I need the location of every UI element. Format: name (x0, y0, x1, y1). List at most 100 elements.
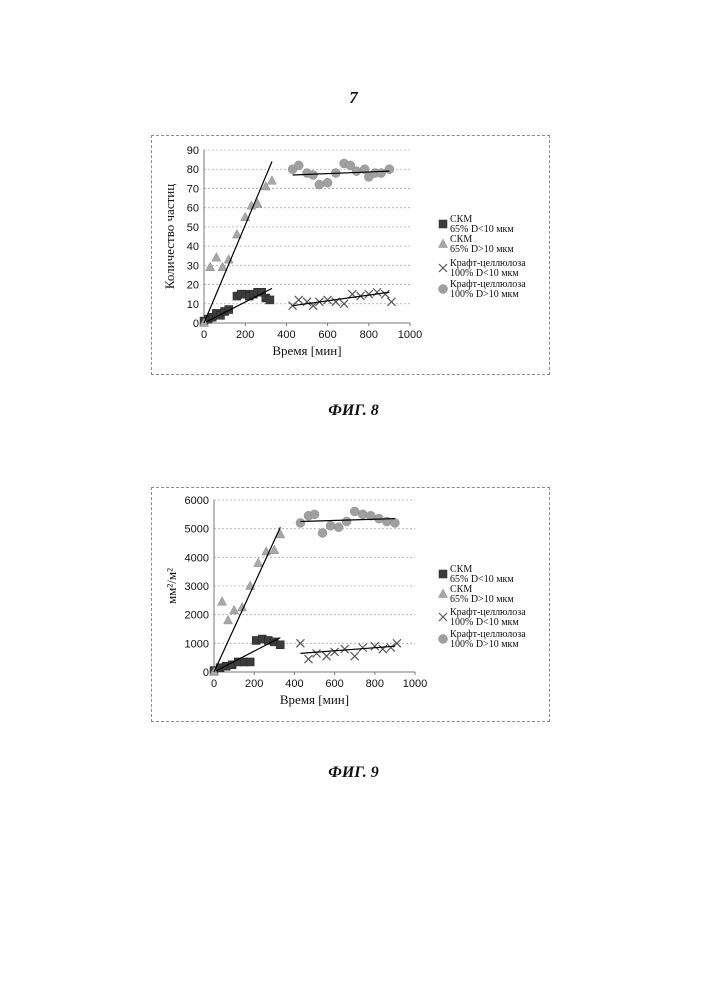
y-tick-label: 3000 (185, 581, 209, 593)
data-point (334, 523, 343, 532)
y-tick-label: 30 (187, 260, 199, 272)
y-tick-label: 0 (193, 318, 199, 330)
y-tick-label: 6000 (185, 495, 209, 507)
chart-8-svg: 0 10 20 30 40 50 60 70 80 90 0 200 400 600 800 1000 Врем… (152, 136, 549, 374)
trend-line (214, 638, 280, 672)
series-3 (296, 639, 400, 663)
data-point (218, 262, 227, 271)
series-4 (288, 159, 394, 189)
y-tick-label: 40 (187, 241, 199, 253)
data-point (381, 290, 389, 298)
data-point (390, 518, 399, 527)
y-tick-label: 10 (187, 299, 199, 311)
data-point (218, 597, 227, 606)
y-tick-label: 5000 (185, 524, 209, 536)
x-tick-label: 200 (236, 329, 254, 341)
y-tick-label: 60 (187, 203, 199, 215)
data-point (373, 288, 381, 296)
data-point (358, 510, 367, 519)
x-axis-title: Время [мин] (272, 343, 341, 358)
data-point (296, 518, 305, 527)
y-tick-label: 0 (203, 667, 209, 679)
x-tick-label: 200 (245, 678, 263, 690)
data-point (313, 649, 321, 657)
x-tick-label: 0 (211, 678, 217, 690)
data-point (326, 521, 335, 530)
data-point (206, 262, 215, 271)
legend-label: 65% D>10 мкм (450, 594, 514, 605)
x-tick-label: 1000 (398, 329, 422, 341)
legend-marker (439, 613, 447, 621)
data-point (294, 161, 303, 170)
y-tick-label: 70 (187, 183, 199, 195)
figure-9-chart: 0100020003000400050006000020040060080010… (151, 487, 550, 722)
x-tick-label: 600 (318, 329, 336, 341)
data-point (387, 644, 395, 652)
legend-marker (439, 239, 448, 248)
data-point (379, 645, 387, 653)
data-point (342, 517, 351, 526)
data-point (310, 510, 319, 519)
legend-label: 100% D<10 мкм (450, 617, 519, 628)
data-point (230, 605, 239, 614)
data-point (295, 296, 303, 304)
legend-marker (439, 220, 447, 228)
page-number: 7 (0, 88, 707, 108)
series-2 (210, 527, 285, 675)
series-3 (289, 288, 396, 309)
series-4 (296, 507, 399, 538)
data-point (224, 615, 233, 624)
legend: СКМ65% D<10 мкмСКМ65% D>10 мкмКрафт-целл… (439, 564, 527, 650)
y-tick-label: 50 (187, 222, 199, 234)
y-axis-title: Количество частиц (162, 184, 177, 289)
data-point (315, 180, 324, 189)
figure-9-caption: ФИГ. 9 (0, 764, 707, 782)
y-axis-title: мм²/м² (164, 568, 179, 604)
legend: СКМ65% D<10 мкмСКМ65% D>10 мкмКрафт-целл… (439, 214, 527, 300)
x-axis-title: Время [мин] (280, 692, 349, 707)
data-point (323, 652, 331, 660)
data-point (276, 641, 284, 649)
y-tick-label: 2000 (185, 610, 209, 622)
data-point (254, 558, 263, 567)
x-tick-label: 400 (277, 329, 295, 341)
data-point (351, 652, 359, 660)
chart-9-svg: 0100020003000400050006000020040060080010… (152, 488, 549, 721)
figure-8-chart: 0 10 20 30 40 50 60 70 80 90 0 200 400 600 800 1000 Врем… (151, 135, 550, 375)
data-point (350, 507, 359, 516)
data-point (323, 178, 332, 187)
y-tick-label: 1000 (185, 638, 209, 650)
x-tick-label: 800 (360, 329, 378, 341)
legend-marker (439, 589, 448, 598)
data-point (341, 645, 349, 653)
y-tick-label: 90 (187, 145, 199, 157)
series-1 (210, 635, 284, 675)
x-tick-label: 1000 (403, 678, 427, 690)
data-point (318, 528, 327, 537)
legend-marker (439, 264, 447, 272)
data-point (304, 655, 312, 663)
x-tick-label: 600 (325, 678, 343, 690)
trend-line (214, 527, 280, 672)
legend-marker (439, 570, 447, 578)
data-point (212, 253, 221, 262)
figure-8-caption: ФИГ. 8 (0, 402, 707, 420)
data-point (352, 167, 361, 176)
x-tick-label: 0 (201, 329, 207, 341)
y-tick-label: 20 (187, 280, 199, 292)
legend-marker (439, 285, 448, 294)
legend-label: 100% D>10 мкм (450, 639, 519, 650)
data-point (385, 165, 394, 174)
legend-label: 100% D>10 мкм (450, 289, 519, 300)
data-point (266, 296, 274, 304)
legend-marker (439, 635, 448, 644)
x-tick-label: 800 (366, 678, 384, 690)
y-tick-label: 80 (187, 164, 199, 176)
data-point (377, 169, 386, 178)
data-point (246, 658, 254, 666)
data-point (387, 298, 395, 306)
data-point (267, 176, 276, 185)
legend-label: 65% D>10 мкм (450, 244, 514, 255)
legend-label: 100% D<10 мкм (450, 268, 519, 279)
data-point (359, 644, 367, 652)
